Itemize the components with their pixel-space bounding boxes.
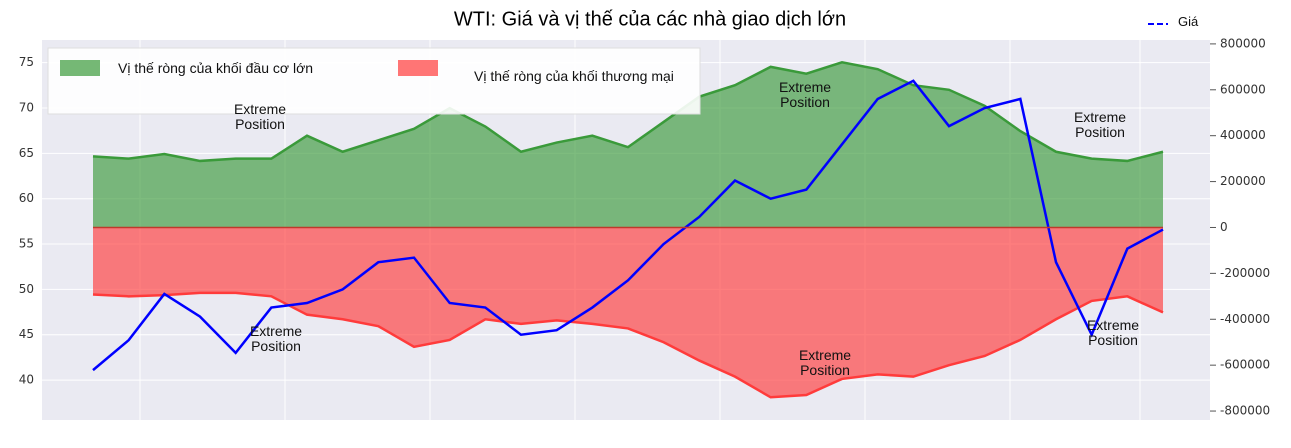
legend-swatch — [398, 60, 438, 76]
legend-label: Vị thế ròng của khối đầu cơ lớn — [118, 60, 314, 76]
legend-label: Giá — [1178, 14, 1199, 29]
annotation: Extreme Position — [778, 79, 832, 110]
y2-tick-label: 600000 — [1220, 82, 1266, 96]
annotation: Extreme Position — [233, 101, 287, 132]
area-edge — [92, 291, 1164, 399]
y-tick-label: 55 — [19, 237, 34, 251]
y-tick-label: 40 — [19, 373, 34, 387]
area — [93, 227, 1163, 398]
y-tick-label: 65 — [19, 146, 34, 160]
legend-label: Vị thế ròng của khối thương mại — [474, 68, 674, 84]
area — [93, 62, 1163, 228]
y-tick-label: 45 — [19, 327, 34, 341]
y-tick-label: 60 — [19, 191, 34, 205]
line — [92, 79, 1164, 372]
y2-tick-label: -400000 — [1220, 312, 1270, 326]
legend-box — [47, 47, 701, 115]
annotation: Extreme Position — [1086, 317, 1140, 348]
legend-swatch — [60, 60, 100, 76]
y2-tick-label: 400000 — [1220, 128, 1266, 142]
y2-tick-label: 200000 — [1220, 174, 1266, 188]
annotation: Extreme Position — [1073, 109, 1127, 140]
y-tick-label: 50 — [19, 282, 34, 296]
y2-tick-label: 800000 — [1220, 36, 1266, 50]
y2-tick-label: -800000 — [1220, 404, 1270, 418]
annotation: Extreme Position — [249, 323, 303, 354]
y2-tick-label: -600000 — [1220, 358, 1270, 372]
y-tick-label: 75 — [19, 55, 34, 69]
y2-tick-label: 0 — [1220, 220, 1228, 234]
area-edge — [92, 60, 1164, 163]
y-tick-label: 70 — [19, 101, 34, 115]
annotation: Extreme Position — [798, 347, 852, 378]
y2-tick-label: -200000 — [1220, 266, 1270, 280]
chart-title: WTI: Giá và vị thế của các nhà giao dịch… — [454, 8, 846, 30]
